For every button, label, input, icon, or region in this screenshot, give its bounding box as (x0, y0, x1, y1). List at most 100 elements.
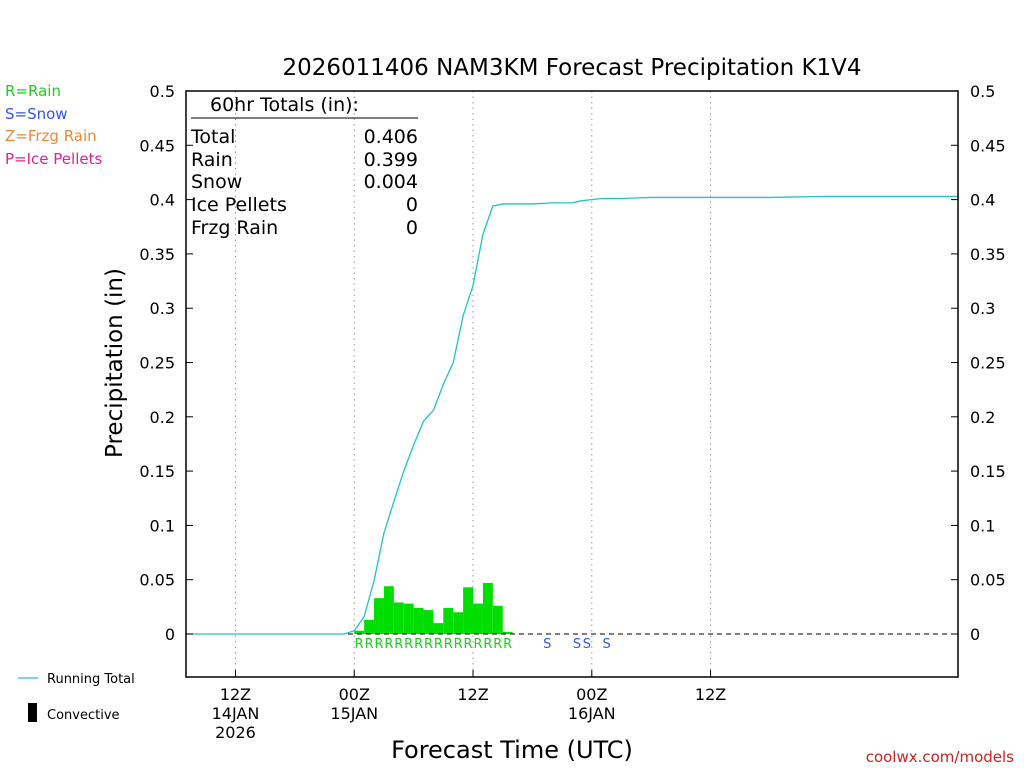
precip-bar-15 (502, 631, 513, 634)
running-total-line (186, 195, 958, 635)
left-ptype-legend: R=Rain S=Snow Z=Frzg Rain P=Ice Pellets (5, 82, 102, 168)
convective-swatch (28, 703, 37, 722)
rain-marker-0: R (355, 637, 364, 652)
snow-marker-1: S (573, 637, 581, 652)
left-ytick-label-8: 0.4 (150, 191, 175, 210)
rain-marker-1: R (365, 637, 374, 652)
right-ytick-label-3: 0.15 (970, 462, 1006, 481)
left-ytick-label-10: 0.5 (150, 82, 175, 101)
right-ytick-label-9: 0.45 (970, 136, 1006, 155)
rain-marker-7: R (424, 637, 433, 652)
rain-marker-12: R (473, 637, 482, 652)
totals-label-total: Total (190, 126, 235, 148)
left-ytick-label-5: 0.25 (139, 354, 175, 373)
totals-label-snow: Snow (191, 171, 242, 193)
right-ytick-label-4: 0.2 (970, 408, 995, 427)
xtick-label-2-1: 12Z (457, 685, 488, 704)
legend-rain: R=Rain (5, 82, 61, 100)
xtick-label-0-3: 2026 (215, 723, 256, 742)
rain-marker-5: R (404, 637, 413, 652)
rain-marker-8: R (434, 637, 443, 652)
left-ytick-label-4: 0.2 (150, 408, 175, 427)
rain-marker-6: R (414, 637, 423, 652)
rain-marker-13: R (483, 637, 492, 652)
totals-label-ice-pellets: Ice Pellets (191, 194, 287, 216)
precip-bar-10 (453, 612, 464, 634)
totals-value-ice-pellets: 0 (406, 194, 418, 216)
left-ytick-label-9: 0.45 (139, 136, 175, 155)
y-axis-label: Precipitation (in) (102, 268, 128, 458)
left-ytick-label-6: 0.3 (150, 299, 175, 318)
left-ytick-label-1: 0.05 (139, 571, 175, 590)
rain-marker-3: R (384, 637, 393, 652)
right-ytick-label-10: 0.5 (970, 82, 995, 101)
xtick-label-1-1: 00Z (339, 685, 370, 704)
totals-value-total: 0.406 (364, 126, 418, 148)
rain-marker-4: R (394, 637, 403, 652)
precip-bar-8 (433, 623, 444, 634)
rain-marker-15: R (503, 637, 512, 652)
precip-bars (354, 582, 513, 634)
snow-marker-0: S (543, 637, 551, 652)
x-axis-label: Forecast Time (UTC) (391, 736, 633, 764)
totals-value-rain: 0.399 (364, 149, 418, 171)
precip-bar-2 (374, 598, 384, 634)
xtick-label-0-1: 12Z (220, 685, 251, 704)
precip-bar-3 (383, 586, 394, 634)
source-credit: coolwx.com/models (866, 748, 1014, 766)
xtick-label-3-2: 16JAN (568, 704, 616, 723)
snow-marker-3: S (603, 637, 611, 652)
legend-frzg-rain: Z=Frzg Rain (5, 127, 97, 145)
precip-bar-7 (423, 610, 434, 634)
right-ytick-label-2: 0.1 (970, 516, 995, 535)
totals-value-frzg-rain: 0 (406, 217, 418, 239)
totals-heading: 60hr Totals (in): (210, 94, 359, 116)
rain-marker-11: R (464, 637, 473, 652)
precip-bar-5 (403, 603, 414, 634)
rain-marker-2: R (374, 637, 383, 652)
right-ytick-label-0: 0 (970, 625, 980, 644)
totals-label-rain: Rain (191, 149, 233, 171)
bottom-legend: Running Total Convective (18, 672, 135, 723)
precip-bar-12 (473, 603, 483, 634)
legend-convective: Convective (47, 708, 120, 723)
snow-marker-2: S (583, 637, 591, 652)
right-ytick-label-8: 0.4 (970, 191, 995, 210)
right-ytick-label-5: 0.25 (970, 354, 1006, 373)
right-ytick-label-7: 0.35 (970, 245, 1006, 264)
precip-bar-11 (463, 587, 474, 634)
right-ytick-label-1: 0.05 (970, 571, 1006, 590)
left-y-axis: 0 0.05 0.1 0.15 0.2 0.25 0.3 0.35 0.4 0.45 0.5 (139, 82, 193, 644)
xtick-label-3-1: 00Z (576, 685, 607, 704)
precip-bar-4 (393, 602, 404, 634)
xtick-label-1-2: 15JAN (330, 704, 378, 723)
rain-marker-14: R (493, 637, 502, 652)
chart-title: 2026011406 NAM3KM Forecast Precipitation… (282, 55, 861, 81)
left-ytick-label-2: 0.1 (150, 516, 175, 535)
precip-bar-14 (492, 605, 503, 634)
precip-bar-0 (354, 630, 365, 634)
precip-bar-13 (482, 582, 493, 634)
rain-marker-10: R (454, 637, 463, 652)
left-ytick-label-3: 0.15 (139, 462, 175, 481)
legend-running-total: Running Total (47, 672, 135, 687)
left-ytick-label-7: 0.35 (139, 245, 175, 264)
left-ytick-label-0: 0 (165, 625, 175, 644)
right-ytick-label-6: 0.3 (970, 299, 995, 318)
precip-bar-6 (413, 607, 424, 634)
precip-bar-9 (443, 607, 454, 634)
precip-bar-1 (364, 619, 375, 634)
xtick-label-4-1: 12Z (695, 685, 726, 704)
legend-snow: S=Snow (5, 105, 68, 123)
totals-label-frzg-rain: Frzg Rain (191, 217, 278, 239)
rain-marker-9: R (444, 637, 453, 652)
totals-value-snow: 0.004 (364, 171, 418, 193)
legend-ice-pellets: P=Ice Pellets (5, 150, 102, 168)
totals-box: 60hr Totals (in): Total 0.406 Rain 0.399… (190, 94, 418, 239)
xtick-label-0-2: 14JAN (212, 704, 260, 723)
right-y-axis: 0 0.05 0.1 0.15 0.2 0.25 0.3 0.35 0.4 0.45 0.5 (951, 82, 1006, 644)
plot-frame (185, 90, 959, 678)
